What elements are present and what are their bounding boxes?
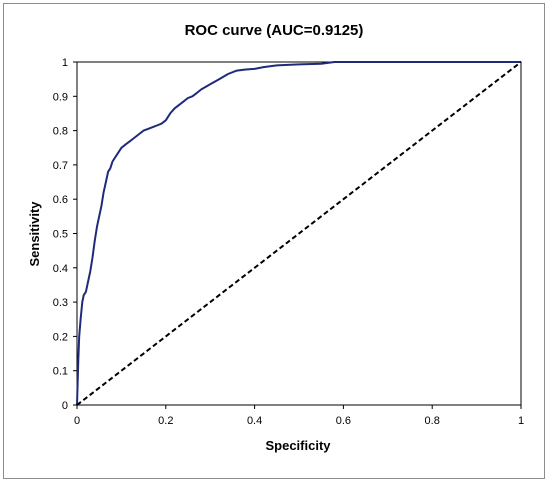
y-tick-label: 0.7 bbox=[53, 160, 68, 172]
y-tick-label: 0.1 bbox=[53, 366, 68, 378]
chart-frame bbox=[3, 3, 545, 479]
y-tick-label: 0.4 bbox=[53, 263, 68, 275]
y-tick-label: 0.8 bbox=[53, 126, 68, 138]
y-tick-label: 0.6 bbox=[53, 194, 68, 206]
x-tick-label: 0 bbox=[74, 415, 80, 427]
x-tick-label: 0.2 bbox=[158, 415, 173, 427]
x-tick-label: 0.8 bbox=[425, 415, 440, 427]
y-tick-label: 1 bbox=[62, 57, 68, 69]
y-tick-label: 0.5 bbox=[53, 229, 68, 241]
roc-curve-line bbox=[76, 61, 521, 406]
y-tick-label: 0.9 bbox=[53, 91, 68, 103]
chart-title: ROC curve (AUC=0.9125) bbox=[185, 22, 364, 39]
x-tick-label: 0.4 bbox=[247, 415, 262, 427]
x-axis-title: Specificity bbox=[265, 438, 331, 453]
y-tick-label: 0.2 bbox=[53, 331, 68, 343]
y-tick-label: 0 bbox=[62, 400, 68, 412]
x-tick-label: 0.6 bbox=[336, 415, 351, 427]
y-tick-label: 0.3 bbox=[53, 297, 68, 309]
y-axis-title: Sensitivity bbox=[27, 201, 42, 267]
y-axis-ticks: 0 0.1 0.2 0.3 0.4 0.5 0.6 0.7 0.8 0.9 1 bbox=[53, 57, 77, 412]
x-tick-label: 1 bbox=[518, 415, 524, 427]
plot-area bbox=[76, 61, 522, 406]
reference-diagonal-line bbox=[76, 61, 522, 406]
x-axis-ticks: 0 0.2 0.4 0.6 0.8 1 bbox=[74, 405, 524, 427]
